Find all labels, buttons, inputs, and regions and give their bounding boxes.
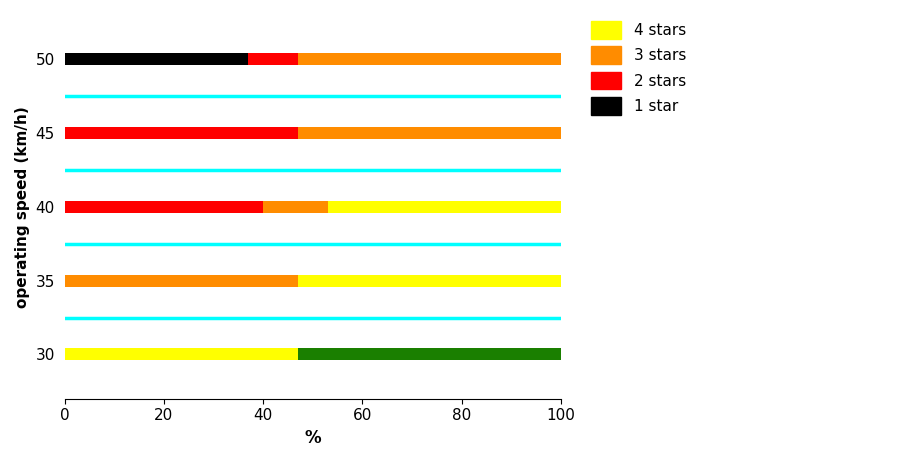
Bar [65, 127, 298, 139]
Bar [298, 53, 560, 65]
Bar [298, 274, 560, 287]
Bar [298, 348, 560, 360]
X-axis label: %: % [304, 429, 321, 447]
Bar [298, 127, 560, 139]
Bar [327, 201, 560, 213]
Bar [65, 201, 263, 213]
Legend: 4 stars, 3 stars, 2 stars, 1 star: 4 stars, 3 stars, 2 stars, 1 star [584, 15, 691, 121]
Bar [248, 53, 298, 65]
Bar [263, 201, 327, 213]
Bar [65, 274, 298, 287]
Bar [65, 53, 248, 65]
Bar [65, 348, 298, 360]
Y-axis label: operating speed (km/h): operating speed (km/h) [15, 106, 30, 308]
